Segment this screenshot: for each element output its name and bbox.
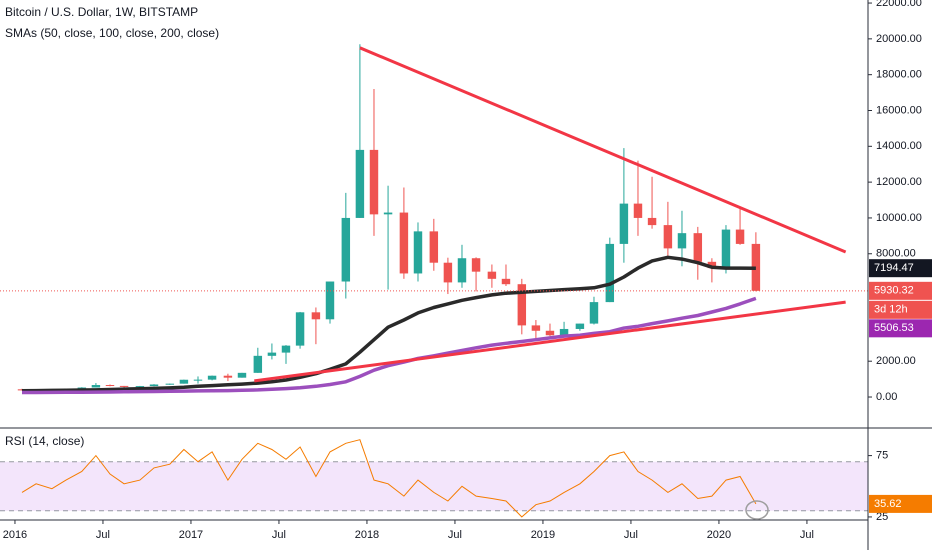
candle-body	[399, 212, 409, 274]
y-tick-label: 8000.00	[876, 248, 916, 260]
candle-body	[487, 271, 497, 279]
rsi-value-bg	[869, 494, 932, 513]
rsi-line	[21, 439, 757, 518]
price-label: 7194.47	[874, 262, 914, 274]
candle-body	[663, 225, 673, 249]
candle-body	[341, 217, 351, 282]
rsi-y-tick-label: 75	[876, 450, 888, 462]
x-tick-label: 2018	[355, 529, 379, 541]
candle-body	[311, 312, 321, 320]
candle-body	[237, 372, 247, 378]
plot-layer	[0, 44, 868, 518]
price-label-bg	[869, 259, 932, 278]
x-tick-label: Jul	[800, 529, 814, 541]
candle-body	[369, 149, 379, 215]
candle-body	[77, 387, 87, 389]
candle-body	[207, 375, 217, 380]
candle-body	[545, 330, 555, 336]
y-tick-label: 2000.00	[876, 355, 916, 367]
candle-body	[165, 383, 175, 385]
candle-body	[91, 385, 101, 388]
candle-body	[605, 243, 615, 303]
candle-body	[589, 302, 599, 324]
candle-body	[457, 258, 467, 283]
candle-body	[677, 233, 687, 249]
candle-body	[707, 261, 717, 269]
candle-body	[429, 231, 439, 263]
y-tick-label: 20000.00	[876, 33, 922, 45]
candle-body	[135, 386, 145, 388]
candle-body	[693, 233, 703, 262]
x-tick-label: 2019	[531, 529, 555, 541]
candle-body	[633, 203, 643, 218]
y-tick-label: 0.00	[876, 391, 897, 403]
price-label-bg	[869, 281, 932, 300]
rsi-title: RSI (14, close)	[5, 434, 84, 448]
candle-body	[193, 379, 203, 381]
candle-body	[559, 328, 569, 336]
candle-body	[721, 229, 731, 269]
rsi-value-label: 35.62	[874, 498, 902, 510]
candle-body	[295, 312, 305, 346]
candle-body	[413, 231, 423, 274]
candle-body	[281, 345, 291, 353]
countdown-label: 3d 12h	[874, 304, 908, 316]
candle-body	[105, 385, 115, 387]
x-tick-label: Jul	[96, 529, 110, 541]
candle-body	[267, 352, 277, 356]
trend-line	[254, 300, 846, 383]
chart-title: Bitcoin / U.S. Dollar, 1W, BITSTAMP	[5, 5, 198, 19]
trend-line	[359, 46, 847, 254]
x-tick-label: Jul	[624, 529, 638, 541]
sma-line	[21, 255, 756, 393]
candle-body	[735, 229, 745, 244]
candle-body	[119, 385, 129, 387]
candle-body	[149, 384, 159, 387]
candle-body	[471, 258, 481, 272]
price-label: 5930.32	[874, 285, 914, 297]
candle-body	[179, 379, 189, 384]
candle-body	[531, 325, 541, 331]
candle-body	[575, 323, 585, 329]
x-tick-label: 2020	[707, 529, 731, 541]
price-label: 5506.53	[874, 322, 914, 334]
candle-body	[517, 284, 527, 326]
candle-body	[647, 217, 657, 226]
price-label-bg	[869, 319, 932, 338]
rsi-y-tick-label: 25	[876, 511, 888, 523]
x-tick-label: Jul	[448, 529, 462, 541]
x-tick-label: 2017	[179, 529, 203, 541]
sma-line	[22, 296, 757, 395]
highlight-circle	[745, 500, 769, 520]
x-tick-label: 2016	[3, 529, 27, 541]
candle-body	[325, 281, 335, 320]
rsi-band	[0, 461, 868, 511]
y-tick-label: 14000.00	[876, 140, 922, 152]
y-tick-label: 22000.00	[876, 0, 922, 9]
x-tick-label: Jul	[272, 529, 286, 541]
candle-body	[223, 375, 233, 378]
candle-body	[253, 355, 263, 373]
candle-body	[355, 149, 365, 218]
countdown-bg	[869, 300, 932, 319]
chart-subtitle: SMAs (50, close, 100, close, 200, close)	[5, 26, 219, 40]
candle-body	[443, 262, 453, 283]
y-tick-label: 16000.00	[876, 104, 922, 116]
y-tick-label: 10000.00	[876, 212, 922, 224]
candle-body	[619, 203, 629, 244]
candle-body	[501, 278, 511, 285]
y-tick-label: 18000.00	[876, 69, 922, 81]
candle-body	[383, 212, 393, 215]
y-tick-label: 12000.00	[876, 176, 922, 188]
